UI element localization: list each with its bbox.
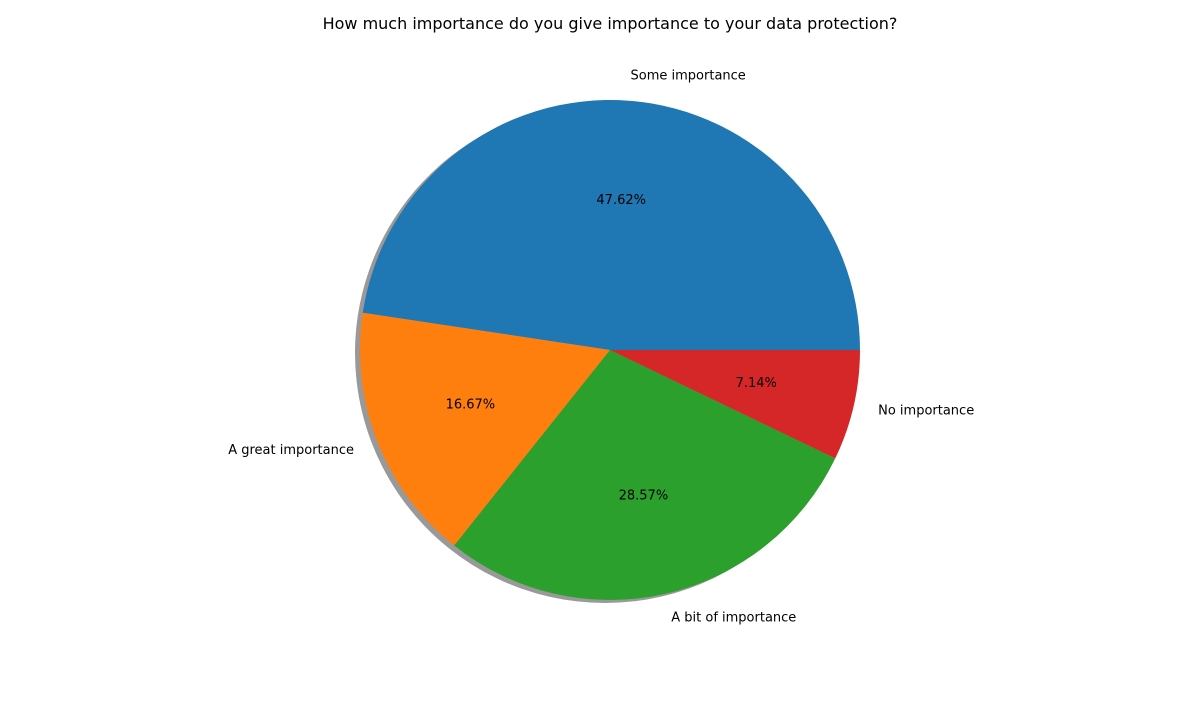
pie-slice-no-importance	[610, 350, 860, 459]
percent-label-no-importance: 7.14%	[736, 376, 777, 391]
pie-slice-a-bit-of-importance	[454, 350, 836, 600]
percent-label-some-importance: 47.62%	[596, 193, 646, 208]
pie-slice-some-importance	[362, 99, 861, 350]
slice-label-a-bit-of-importance: A bit of importance	[671, 611, 796, 626]
percent-label-a-great-importance: 16.67%	[446, 397, 496, 412]
percent-label-a-bit-of-importance: 28.57%	[619, 489, 669, 504]
chart-title: How much importance do you give importan…	[323, 14, 898, 33]
slice-label-some-importance: Some importance	[631, 68, 746, 83]
slice-label-a-great-importance: A great importance	[228, 443, 354, 458]
slice-label-no-importance: No importance	[878, 404, 974, 419]
pie-slice-a-great-importance	[359, 312, 610, 546]
pie-slices	[359, 99, 861, 600]
pie-labels: Some importance 47.62% A great importance 1…	[228, 68, 974, 625]
